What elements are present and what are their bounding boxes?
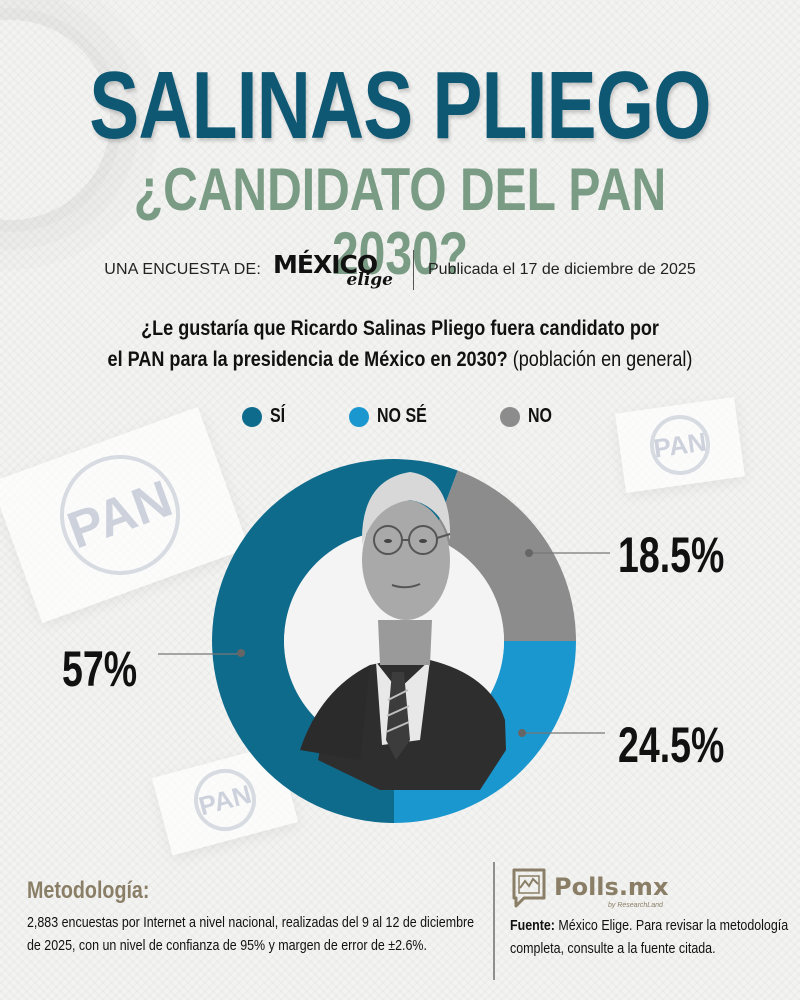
logo-main-text: MÉXICO xyxy=(272,250,378,279)
methodology-heading: Metodología: xyxy=(27,877,150,904)
pan-flag-watermark: PAN xyxy=(151,744,299,856)
byline-divider xyxy=(412,250,414,290)
polls-mx-logo: Polls.mx by ResearchLand xyxy=(510,866,800,909)
pan-logo-icon: PAN xyxy=(187,762,263,838)
value-label-nose: 24.5% xyxy=(618,717,725,773)
donut-segment-nose xyxy=(394,641,576,823)
question-qualifier: (población en general) xyxy=(512,348,693,371)
publish-date: Publicada el 17 de diciembre de 2025 xyxy=(427,261,696,278)
question-line-2-text: el PAN para la presidencia de México en … xyxy=(107,348,508,371)
portrait-image xyxy=(300,472,506,790)
pan-flag-watermark: PAN xyxy=(0,406,250,624)
legend-label: SÍ xyxy=(270,405,286,427)
legend-item-si: SÍ xyxy=(242,405,289,428)
value-label-si: 57% xyxy=(62,641,138,697)
question-line-2: el PAN para la presidencia de México en … xyxy=(56,344,744,375)
leader-lines xyxy=(158,552,610,734)
legend-dot-icon xyxy=(242,406,263,427)
methodology-section: Metodología: 2,883 encuestas por Interne… xyxy=(27,877,487,957)
donut-segment-no xyxy=(432,470,576,641)
source-text: Fuente: México Elige. Para revisar la me… xyxy=(510,914,792,960)
source-section: Polls.mx by ResearchLand Fuente: México … xyxy=(510,866,800,960)
legend-dot-icon xyxy=(349,406,370,427)
legend-item-no: NO xyxy=(499,405,558,428)
value-label-no: 18.5% xyxy=(618,527,725,583)
legend-dot-icon xyxy=(499,406,520,427)
methodology-text: 2,883 encuestas por Internet a nivel nac… xyxy=(27,914,475,954)
footer-divider xyxy=(493,862,495,980)
leader-dots xyxy=(237,549,533,737)
legend-item-nose: NO SÉ xyxy=(349,405,439,428)
source-label: Fuente: xyxy=(510,917,555,934)
donut-hole xyxy=(284,531,504,751)
source-body: México Elige. Para revisar la metodologí… xyxy=(510,917,789,957)
legend-label: NO xyxy=(527,405,552,427)
survey-question: ¿Le gustaría que Ricardo Salinas Pliego … xyxy=(56,313,744,375)
mexico-elige-logo: MÉXICO elige xyxy=(273,250,401,290)
byline: UNA ENCUESTA DE: MÉXICO elige Publicada … xyxy=(0,250,800,290)
page-title: SALINAS PLIEGO xyxy=(89,52,711,159)
question-line-1: ¿Le gustaría que Ricardo Salinas Pliego … xyxy=(141,317,659,340)
polls-brand: Polls.mx xyxy=(554,873,669,901)
page-subtitle: ¿CANDIDATO DEL PAN 2030? xyxy=(133,156,667,287)
polls-tagline: by ResearchLand xyxy=(608,902,663,909)
legend-label: NO SÉ xyxy=(377,405,428,427)
chart-chat-icon xyxy=(512,868,546,908)
pan-logo-icon: PAN xyxy=(43,438,197,592)
logo-sub-text: elige xyxy=(346,270,393,290)
byline-lead: UNA ENCUESTA DE: xyxy=(104,261,261,278)
chart-legend: SÍ NO SÉ NO xyxy=(0,405,800,428)
